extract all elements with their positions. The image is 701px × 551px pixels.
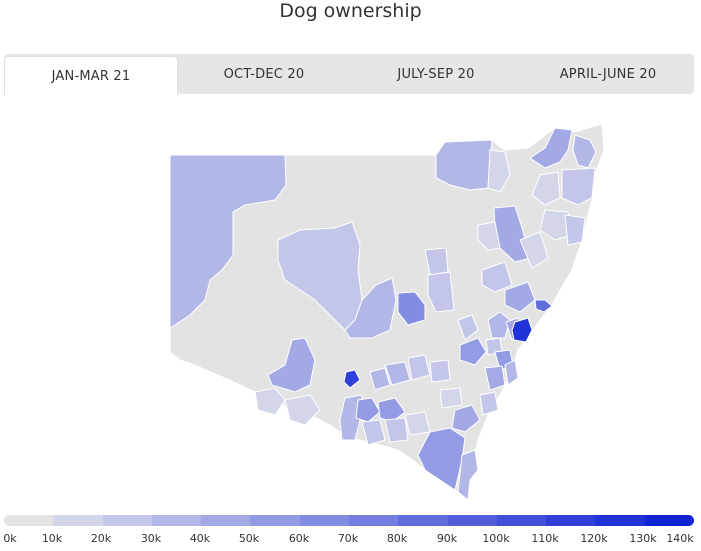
tab-oct-dec-20[interactable]: OCT-DEC 20 [223,66,305,82]
region-wollongong[interactable] [484,365,506,391]
region-griffith[interactable] [343,369,361,389]
region-leeton[interactable] [355,397,381,423]
tab-july-sep-20[interactable]: JULY-SEP 20 [397,66,475,82]
legend-swatch [4,515,54,526]
legend-label: 80k [386,532,408,545]
chart-title: Dog ownership [279,0,422,22]
legend-label: 40k [189,532,211,545]
legend-color-scale [4,515,694,526]
region-eurobodalla[interactable] [479,391,499,416]
region-balranald[interactable] [267,337,316,393]
region-upper-hunter[interactable] [481,261,513,293]
region-queanbeyan[interactable] [439,387,463,409]
legend-swatch [299,515,349,526]
region-bega-valley[interactable] [457,449,479,501]
region-hay-west[interactable] [254,387,286,416]
region-murrumbidgee[interactable] [339,394,363,441]
region-tamworth[interactable] [519,231,549,269]
region-bourke[interactable] [435,139,493,191]
legend-label: 30k [140,532,162,545]
legend-swatch [496,515,547,526]
region-gilgandra[interactable] [427,271,455,313]
region-gundagai[interactable] [361,419,386,446]
region-cowra[interactable] [407,354,431,381]
region-albury[interactable] [404,411,431,436]
legend-label: 120k [580,532,608,545]
legend-label: 60k [288,532,310,545]
legend-swatch [595,515,645,526]
legend-label: 70k [337,532,359,545]
region-gunnedah[interactable] [477,221,501,251]
legend-swatch [151,515,202,526]
legend-label: 50k [238,532,260,545]
region-narrandera[interactable] [369,367,391,391]
region-sydney[interactable] [511,317,533,343]
region-shoalhaven[interactable] [504,359,519,386]
legend-label: 130k [629,532,657,545]
legend-swatch [546,515,596,526]
legend-swatch [250,515,300,526]
legend-label: 140k [666,532,694,545]
region-tumut[interactable] [384,417,409,443]
legend-swatch [644,515,694,526]
region-snowy-monaro[interactable] [417,427,466,491]
region-moree[interactable] [487,149,511,193]
region-armidale[interactable] [539,209,573,241]
legend-swatch [398,515,448,526]
region-clarence-valley[interactable] [561,167,596,206]
legend-swatch [201,515,251,526]
region-hunter-coast[interactable] [504,281,536,313]
period-tabs: JAN-MAR 21 OCT-DEC 20 JULY-SEP 20 APRIL-… [4,54,694,95]
region-bogan[interactable] [397,291,426,326]
legend-label: 20k [90,532,112,545]
legend-label: 10k [41,532,63,545]
tab-april-june-20[interactable]: APRIL-JUNE 20 [559,66,657,82]
legend-swatch [447,515,497,526]
region-goulburn[interactable] [451,404,481,433]
legend-swatch [102,515,152,526]
region-forbes[interactable] [384,361,411,386]
region-kempsey[interactable] [564,214,586,246]
region-young[interactable] [429,359,451,383]
region-bathurst[interactable] [459,337,487,366]
legend-label: 110k [531,532,559,545]
region-glen-innes[interactable] [531,171,561,206]
legend-swatch [53,515,103,526]
region-orange[interactable] [457,314,479,341]
legend-swatch [348,515,399,526]
region-wagga-wagga[interactable] [377,397,406,423]
region-cobar[interactable] [344,277,397,339]
tab-jan-mar-21[interactable]: JAN-MAR 21 [4,56,178,95]
region-tenterfield[interactable] [529,127,573,169]
region-wakool[interactable] [284,394,321,426]
legend-labels: 0k 10k 20k 30k 40k 50k 60k 70k 80k 90k 1… [0,532,701,548]
region-newcastle[interactable] [534,299,553,313]
legend-label: 90k [436,532,458,545]
legend-label: 100k [482,532,510,545]
legend-label: 0k [3,532,17,545]
region-unincorporated-far-west[interactable] [169,154,287,329]
region-central-coast[interactable] [487,311,511,339]
